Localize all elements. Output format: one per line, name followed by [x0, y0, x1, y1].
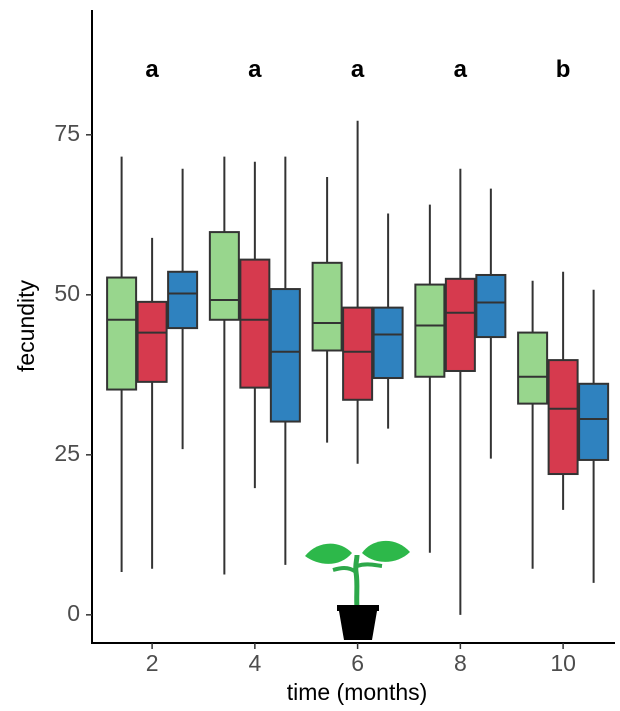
annotation: b	[556, 56, 571, 83]
box	[517, 331, 549, 405]
box	[475, 273, 507, 339]
x-tick-label: 10	[550, 650, 576, 676]
y-tick-label: 50	[54, 280, 80, 306]
box	[547, 359, 579, 476]
y-tick-label: 0	[67, 600, 80, 626]
box	[372, 306, 404, 380]
x-axis-title: time (months)	[287, 679, 428, 705]
annotation: a	[145, 56, 159, 83]
box	[106, 276, 138, 391]
box	[167, 270, 199, 330]
x-tick-label: 4	[248, 650, 261, 676]
box	[136, 300, 168, 383]
box	[444, 277, 476, 372]
y-tick-label: 75	[54, 120, 80, 146]
annotation: a	[351, 56, 365, 83]
x-tick-label: 6	[351, 650, 364, 676]
plot-area	[106, 120, 610, 615]
y-axis-title: fecundity	[13, 279, 39, 372]
box	[342, 306, 374, 401]
x-tick-label: 2	[146, 650, 159, 676]
x-tick-label: 8	[454, 650, 467, 676]
plant-icon	[305, 540, 410, 640]
y-tick-label: 25	[54, 440, 80, 466]
box	[208, 231, 240, 321]
box	[311, 261, 343, 352]
box	[578, 382, 610, 461]
box	[239, 258, 271, 389]
box	[269, 288, 301, 423]
annotation: a	[454, 56, 468, 83]
box	[414, 283, 446, 378]
annotation: a	[248, 56, 262, 83]
